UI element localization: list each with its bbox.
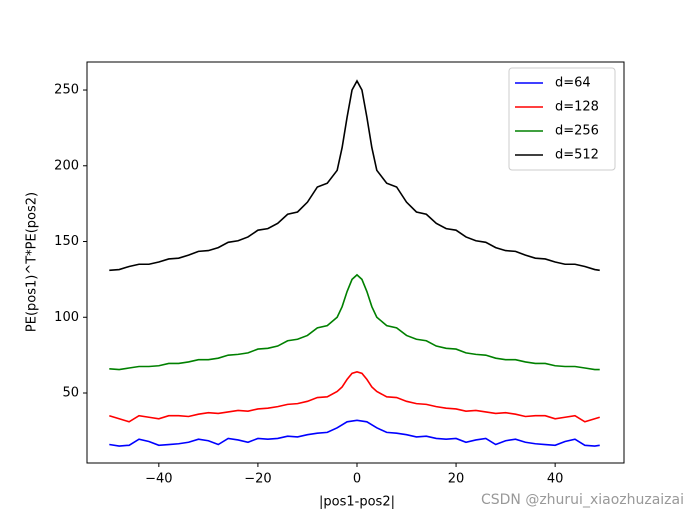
x-tick-label: −40 [145, 472, 172, 487]
y-tick-label: 250 [54, 83, 79, 98]
line-series [109, 79, 600, 272]
y-axis-label: PE(pos1)^T*PE(pos2) [25, 192, 40, 332]
y-tick-label: 50 [62, 386, 79, 401]
legend-label: d=64 [555, 76, 591, 91]
y-tick-label: 200 [54, 158, 79, 173]
line-series [109, 273, 600, 371]
x-axis-label: |pos1-pos2| [319, 495, 395, 510]
legend-label: d=256 [555, 124, 599, 139]
line-series [109, 370, 600, 423]
y-tick-label: 150 [54, 234, 79, 249]
plot-frame [86, 61, 625, 464]
y-tick-label: 100 [54, 310, 79, 325]
line-series [109, 419, 600, 447]
legend-label: d=128 [555, 100, 599, 115]
x-tick-label: −20 [244, 472, 271, 487]
legend-label: d=512 [555, 148, 599, 163]
x-tick-label: 40 [547, 472, 564, 487]
watermark: CSDN @zhurui_xiaozhuzaizai [481, 492, 684, 508]
x-tick-label: 0 [353, 472, 361, 487]
legend-box [508, 67, 616, 171]
x-tick-label: 20 [448, 472, 465, 487]
